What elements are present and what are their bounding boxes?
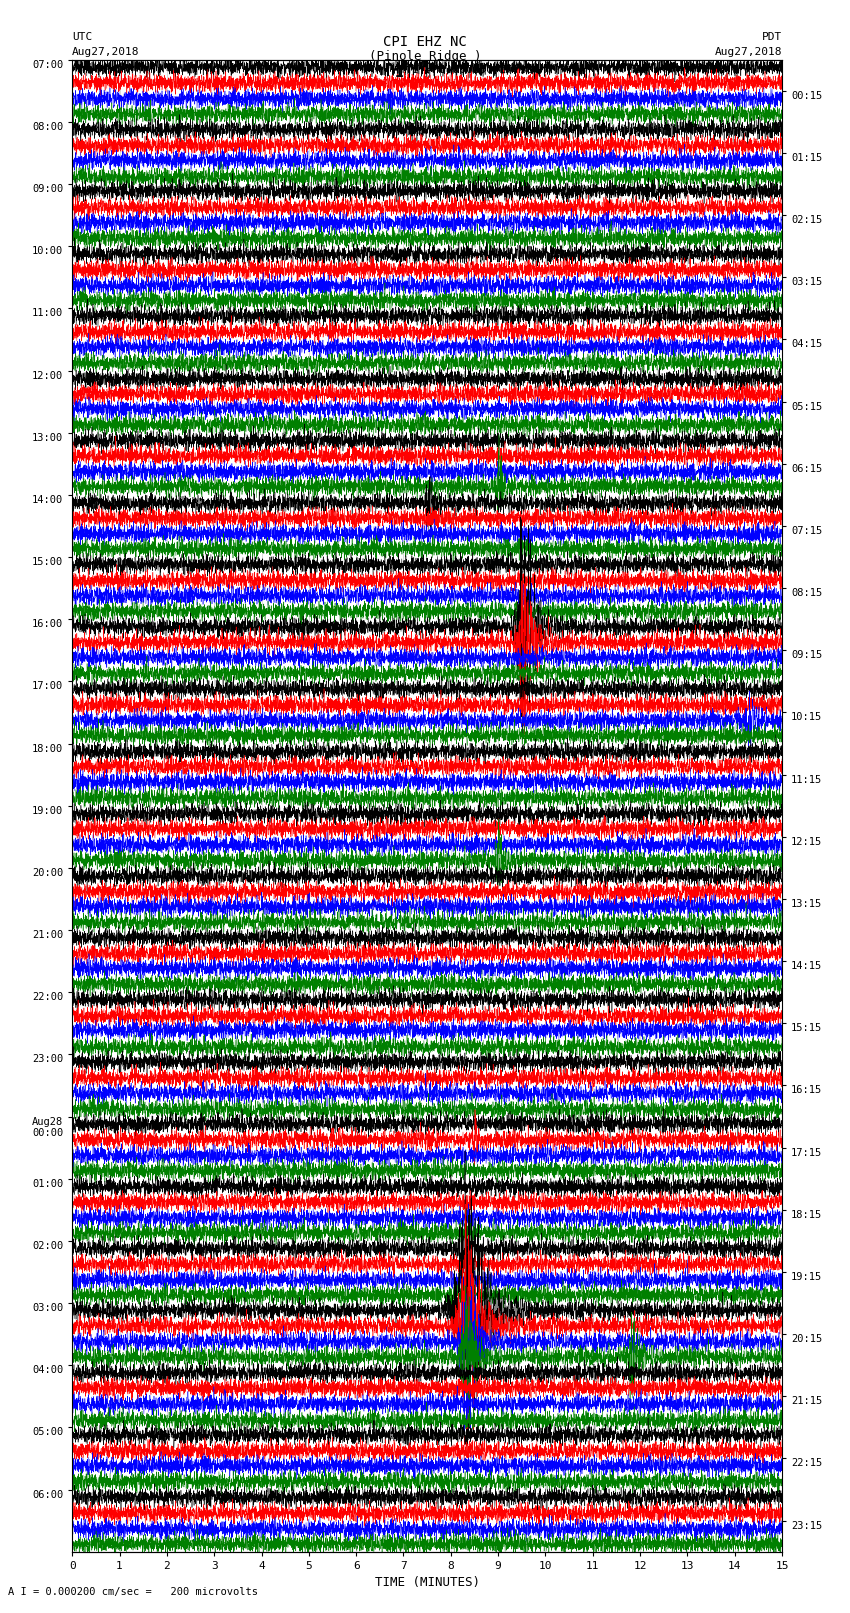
Text: CPI EHZ NC: CPI EHZ NC: [383, 35, 467, 50]
Text: A I = 0.000200 cm/sec =   200 microvolts: A I = 0.000200 cm/sec = 200 microvolts: [8, 1587, 258, 1597]
Text: I: I: [395, 65, 404, 79]
Text: Aug27,2018: Aug27,2018: [715, 47, 782, 56]
Text: Aug27,2018: Aug27,2018: [72, 47, 139, 56]
Text: I = 0.000200 cm/sec: I = 0.000200 cm/sec: [412, 65, 541, 74]
Text: UTC: UTC: [72, 32, 93, 42]
Text: (Pinole Ridge ): (Pinole Ridge ): [369, 50, 481, 63]
X-axis label: TIME (MINUTES): TIME (MINUTES): [375, 1576, 479, 1589]
Text: PDT: PDT: [762, 32, 782, 42]
